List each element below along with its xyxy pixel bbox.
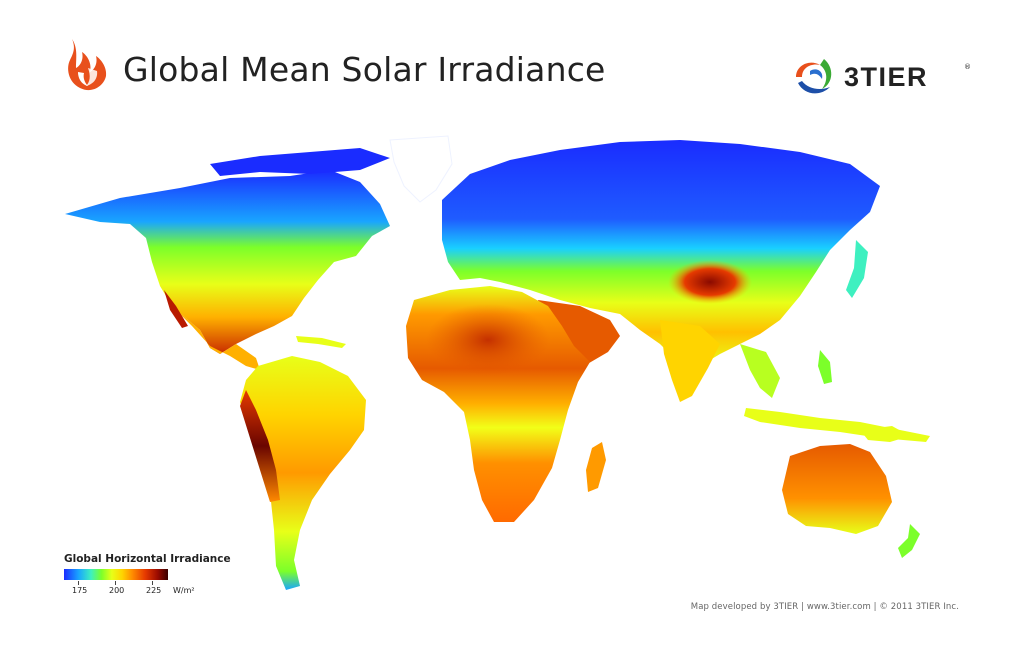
eurasia — [442, 140, 880, 366]
header: Global Mean Solar Irradiance 3TIER ® — [0, 0, 1020, 110]
brand-registered-mark: ® — [964, 63, 971, 71]
sahara — [426, 304, 550, 376]
footer-credit: Map developed by 3TIER | www.3tier.com |… — [690, 602, 959, 612]
world-map-svg — [65, 135, 930, 590]
mexico-highlands — [164, 290, 188, 328]
legend-label-225: 225 — [146, 586, 162, 595]
legend-label-175: 175 — [72, 586, 88, 595]
flame-logo-icon — [68, 39, 107, 91]
mexico — [172, 306, 260, 370]
southeast-asia — [740, 344, 780, 398]
japan — [846, 240, 868, 298]
tibetan-plateau — [668, 260, 752, 304]
north-america — [65, 170, 390, 354]
new-zealand — [898, 524, 920, 558]
legend-tick — [78, 581, 79, 585]
legend-tick — [152, 581, 153, 585]
page-title: Global Mean Solar Irradiance — [123, 50, 606, 89]
madagascar — [586, 442, 606, 492]
brand-logo: 3TIER ® — [790, 53, 980, 99]
legend-title: Global Horizontal Irradiance — [64, 553, 231, 565]
arctic-islands — [210, 148, 390, 176]
new-guinea — [860, 426, 910, 442]
legend-color-scale — [64, 569, 168, 580]
legend-tick — [115, 581, 116, 585]
philippines — [818, 350, 832, 384]
greenland — [389, 135, 453, 203]
brand-name: 3TIER — [844, 62, 929, 92]
legend-unit: W/m² — [173, 586, 195, 595]
andes — [240, 390, 280, 502]
world-map — [60, 130, 980, 600]
arabia — [538, 300, 620, 366]
legend-label-200: 200 — [109, 586, 125, 595]
south-america — [240, 356, 366, 590]
map-legend: Global Horizontal Irradiance 175 200 225… — [64, 553, 264, 601]
caribbean — [296, 336, 346, 348]
brand-mark-icon — [796, 59, 832, 94]
australia — [782, 444, 892, 534]
india — [660, 320, 720, 402]
